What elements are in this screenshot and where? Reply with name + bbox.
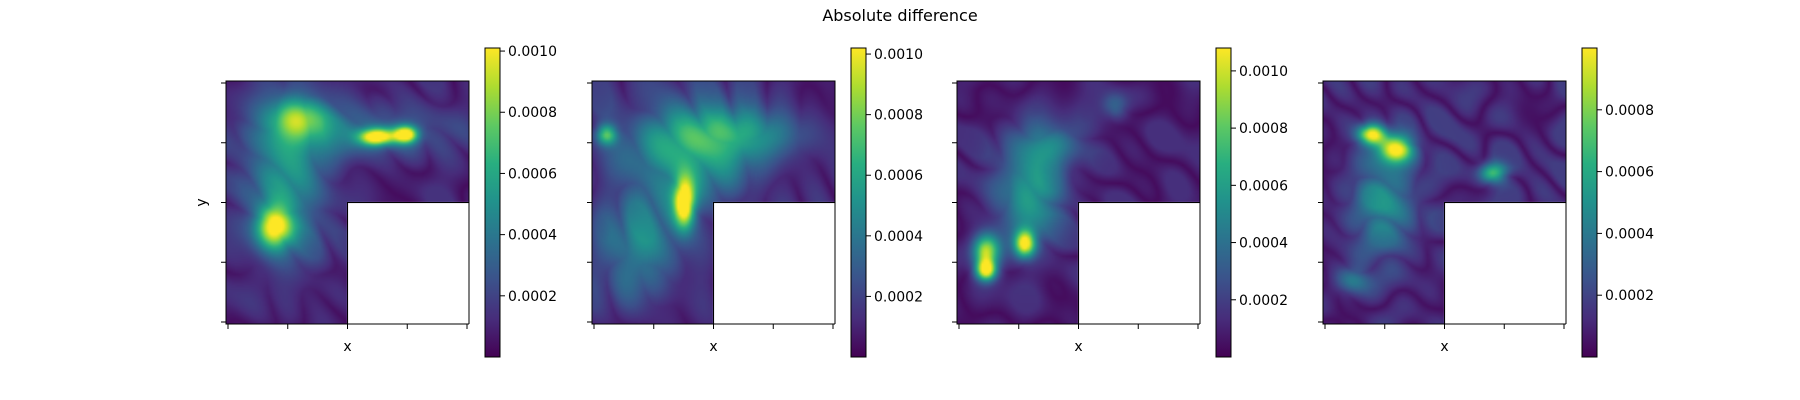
panel-2: x 0.0002 0.0004 0.0006 0.0008 0.0010	[587, 47, 923, 358]
domain-outline-4	[1322, 80, 1567, 325]
figure-title: Absolute difference	[822, 6, 977, 25]
colorbar-tick-label-4-3: 0.0006	[1605, 165, 1654, 181]
colorbar-tick-label-1-3: 0.0006	[508, 166, 557, 182]
domain-outline-3	[956, 80, 1201, 325]
domain-outline-2	[591, 80, 836, 325]
panel-4: x 0.0002 0.0004 0.0006 0.0008	[1318, 47, 1654, 358]
colorbar-tick-label-2-3: 0.0006	[874, 168, 923, 184]
colorbar-tick-label-4-2: 0.0004	[1605, 226, 1654, 242]
colorbar-tick-label-1-5: 0.0010	[508, 44, 557, 60]
colorbar-tick-label-1-2: 0.0004	[508, 228, 557, 244]
colorbar-1	[484, 47, 501, 358]
colorbar-tick-label-1-4: 0.0008	[508, 105, 557, 121]
domain-outline-1	[225, 80, 470, 325]
x-axis-label-2: x	[709, 339, 717, 355]
colorbar-tick-label-3-2: 0.0004	[1239, 236, 1288, 252]
colorbar-tick-label-1-1: 0.0002	[508, 289, 557, 305]
colorbar-tick-label-3-1: 0.0002	[1239, 293, 1288, 309]
colorbar-4	[1581, 47, 1598, 358]
colorbar-tick-label-3-4: 0.0008	[1239, 121, 1288, 137]
colorbar-tick-label-2-1: 0.0002	[874, 289, 923, 305]
y-axis-label-1: y	[194, 198, 210, 206]
panel-3: x 0.0002 0.0004 0.0006 0.0008 0.0010	[952, 47, 1288, 358]
colorbar-tick-label-4-1: 0.0002	[1605, 288, 1654, 304]
colorbar-tick-label-2-4: 0.0008	[874, 108, 923, 124]
colorbar-tick-label-2-5: 0.0010	[874, 47, 923, 63]
panels: x y 0.0002 0.0004 0.0006 0.0008 0.0010 x 0.0002 0…	[194, 44, 1654, 358]
colorbar-tick-label-3-3: 0.0006	[1239, 178, 1288, 194]
colorbar-tick-label-4-4: 0.0008	[1605, 103, 1654, 119]
x-axis-label-4: x	[1440, 339, 1448, 355]
colorbar-tick-label-3-5: 0.0010	[1239, 64, 1288, 80]
colorbar-2	[850, 47, 867, 358]
colorbar-3	[1215, 47, 1232, 358]
x-axis-label-3: x	[1074, 339, 1082, 355]
panel-1: x y 0.0002 0.0004 0.0006 0.0008 0.0010	[194, 44, 557, 358]
x-axis-label-1: x	[343, 339, 351, 355]
colorbar-tick-label-2-2: 0.0004	[874, 229, 923, 245]
